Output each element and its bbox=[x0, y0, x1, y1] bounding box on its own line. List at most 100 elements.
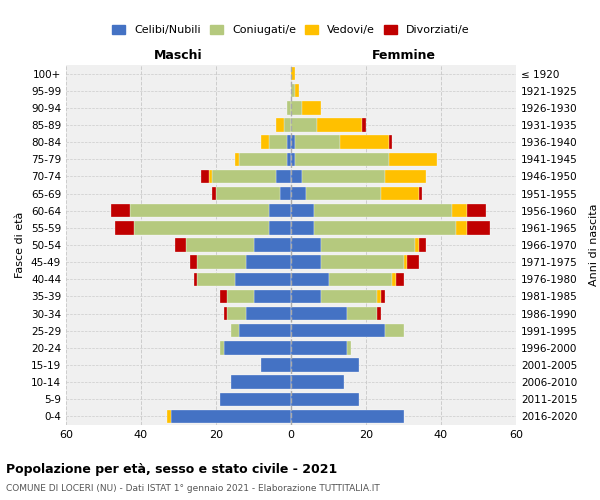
Bar bbox=[291, 187, 306, 200]
Bar bbox=[220, 341, 223, 354]
Bar bbox=[287, 136, 291, 149]
Bar bbox=[175, 238, 186, 252]
Bar bbox=[193, 272, 197, 286]
Bar bbox=[209, 170, 212, 183]
Bar bbox=[239, 152, 287, 166]
Bar bbox=[385, 324, 404, 338]
Bar bbox=[347, 341, 351, 354]
Bar bbox=[392, 272, 396, 286]
Bar bbox=[254, 238, 291, 252]
Bar bbox=[314, 204, 452, 218]
Bar bbox=[291, 170, 302, 183]
Bar bbox=[246, 256, 291, 269]
Bar bbox=[246, 307, 291, 320]
Bar bbox=[347, 307, 377, 320]
Bar bbox=[186, 238, 254, 252]
Bar bbox=[115, 221, 133, 234]
Bar bbox=[291, 152, 295, 166]
Bar bbox=[227, 290, 254, 303]
Bar bbox=[291, 392, 359, 406]
Bar bbox=[467, 204, 486, 218]
Bar bbox=[171, 410, 291, 423]
Bar bbox=[302, 170, 385, 183]
Bar bbox=[291, 376, 343, 389]
Bar bbox=[362, 118, 366, 132]
Bar bbox=[419, 187, 422, 200]
Bar bbox=[291, 341, 347, 354]
Bar bbox=[284, 118, 291, 132]
Bar bbox=[291, 256, 321, 269]
Bar bbox=[197, 256, 246, 269]
Bar bbox=[276, 170, 291, 183]
Bar bbox=[291, 238, 321, 252]
Bar bbox=[197, 272, 235, 286]
Bar bbox=[291, 118, 317, 132]
Text: Popolazione per età, sesso e stato civile - 2021: Popolazione per età, sesso e stato civil… bbox=[6, 462, 337, 475]
Bar bbox=[167, 410, 171, 423]
Bar bbox=[321, 238, 415, 252]
Bar bbox=[261, 358, 291, 372]
Bar bbox=[291, 324, 385, 338]
Bar bbox=[340, 136, 389, 149]
Bar bbox=[269, 221, 291, 234]
Bar bbox=[321, 290, 377, 303]
Bar bbox=[385, 170, 426, 183]
Bar bbox=[231, 376, 291, 389]
Bar bbox=[329, 272, 392, 286]
Bar bbox=[130, 204, 269, 218]
Bar bbox=[280, 187, 291, 200]
Bar bbox=[452, 204, 467, 218]
Text: Femmine: Femmine bbox=[371, 48, 436, 62]
Bar bbox=[389, 152, 437, 166]
Bar bbox=[291, 67, 295, 80]
Bar bbox=[133, 221, 269, 234]
Bar bbox=[295, 152, 389, 166]
Bar bbox=[291, 307, 347, 320]
Y-axis label: Anni di nascita: Anni di nascita bbox=[589, 204, 599, 286]
Bar bbox=[295, 84, 299, 98]
Bar bbox=[291, 290, 321, 303]
Bar bbox=[254, 290, 291, 303]
Bar bbox=[291, 84, 295, 98]
Bar bbox=[407, 256, 419, 269]
Bar bbox=[276, 118, 284, 132]
Bar bbox=[216, 187, 280, 200]
Bar bbox=[261, 136, 269, 149]
Bar bbox=[291, 136, 295, 149]
Bar bbox=[306, 187, 381, 200]
Bar bbox=[404, 256, 407, 269]
Bar bbox=[415, 238, 419, 252]
Bar bbox=[456, 221, 467, 234]
Legend: Celibi/Nubili, Coniugati/e, Vedovi/e, Divorziati/e: Celibi/Nubili, Coniugati/e, Vedovi/e, Di… bbox=[108, 20, 474, 40]
Bar bbox=[291, 272, 329, 286]
Bar bbox=[377, 307, 381, 320]
Bar bbox=[212, 170, 276, 183]
Bar bbox=[396, 272, 404, 286]
Text: COMUNE DI LOCERI (NU) - Dati ISTAT 1° gennaio 2021 - Elaborazione TUTTITALIA.IT: COMUNE DI LOCERI (NU) - Dati ISTAT 1° ge… bbox=[6, 484, 380, 493]
Bar bbox=[287, 101, 291, 114]
Bar bbox=[235, 152, 239, 166]
Bar bbox=[291, 101, 302, 114]
Bar bbox=[111, 204, 130, 218]
Bar bbox=[220, 290, 227, 303]
Bar bbox=[467, 221, 490, 234]
Bar bbox=[220, 392, 291, 406]
Bar bbox=[223, 341, 291, 354]
Bar bbox=[269, 204, 291, 218]
Bar bbox=[269, 136, 287, 149]
Bar bbox=[235, 272, 291, 286]
Bar bbox=[227, 307, 246, 320]
Bar bbox=[190, 256, 197, 269]
Bar bbox=[381, 187, 419, 200]
Bar bbox=[317, 118, 362, 132]
Y-axis label: Fasce di età: Fasce di età bbox=[16, 212, 25, 278]
Bar bbox=[302, 101, 321, 114]
Bar bbox=[201, 170, 209, 183]
Bar bbox=[291, 410, 404, 423]
Bar bbox=[291, 358, 359, 372]
Bar bbox=[287, 152, 291, 166]
Bar bbox=[291, 221, 314, 234]
Bar bbox=[389, 136, 392, 149]
Text: Maschi: Maschi bbox=[154, 48, 203, 62]
Bar bbox=[314, 221, 456, 234]
